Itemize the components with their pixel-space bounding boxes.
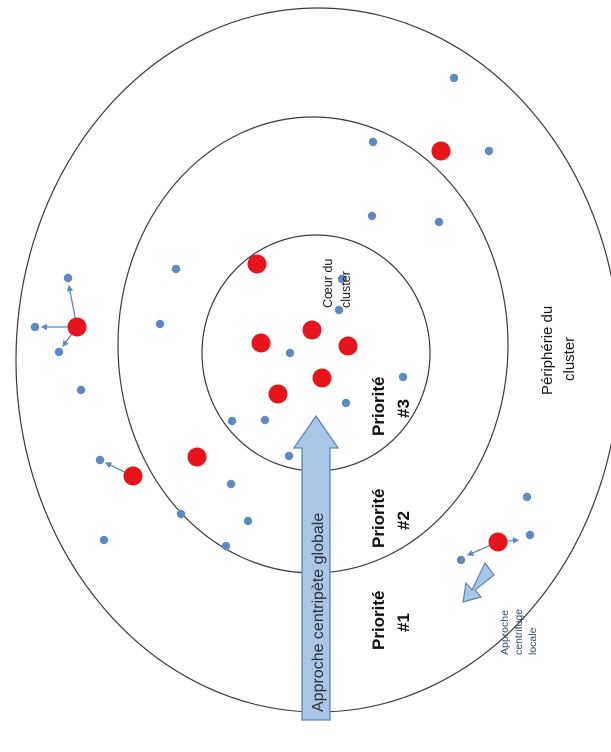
blue-node bbox=[334, 305, 344, 315]
blue-node bbox=[434, 217, 444, 227]
red-node bbox=[338, 336, 358, 356]
blue-node bbox=[155, 319, 165, 329]
red-node bbox=[251, 333, 271, 353]
centrifugal-label-line1: Approche bbox=[499, 610, 511, 655]
priority-3-line1: Priorité bbox=[369, 376, 388, 436]
red-node bbox=[302, 320, 322, 340]
blue-node bbox=[76, 385, 86, 395]
blue-node bbox=[522, 492, 532, 502]
red-node bbox=[67, 317, 87, 337]
centripetal-arrow-label: Approche centripète globale bbox=[310, 513, 327, 712]
blue-node bbox=[368, 137, 378, 147]
blue-node bbox=[284, 451, 294, 461]
periphery-label: Périphérie du cluster bbox=[539, 306, 578, 395]
blue-node bbox=[176, 509, 186, 519]
red-node bbox=[488, 532, 508, 552]
blue-node bbox=[449, 73, 459, 83]
priority-1-label: Priorité #1 bbox=[369, 590, 413, 650]
priority-3-line2: #3 bbox=[394, 399, 413, 418]
red-node bbox=[268, 384, 288, 404]
blue-node bbox=[243, 516, 253, 526]
periphery-label-line2: cluster bbox=[561, 337, 578, 381]
priority-2-line1: Priorité bbox=[369, 488, 388, 548]
blue-node bbox=[525, 530, 535, 540]
priority-3-label: Priorité #3 bbox=[369, 376, 413, 436]
blue-node bbox=[226, 479, 236, 489]
blue-node bbox=[260, 415, 270, 425]
red-nodes bbox=[67, 141, 508, 552]
periphery-label-line1: Périphérie du bbox=[539, 306, 556, 395]
priority-2-label: Priorité #2 bbox=[369, 488, 413, 548]
centrifugal-label-line3: locale bbox=[527, 627, 539, 655]
centrifugal-label-line2: centrifuge bbox=[513, 609, 525, 655]
blue-node bbox=[398, 372, 408, 382]
centrifugal-arrow bbox=[462, 561, 495, 603]
blue-node bbox=[171, 264, 181, 274]
red-node bbox=[312, 368, 332, 388]
blue-node bbox=[285, 348, 295, 358]
satellite-vectors bbox=[30, 273, 520, 565]
priority-1-line1: Priorité bbox=[369, 590, 388, 650]
priority-2-line2: #2 bbox=[394, 511, 413, 530]
centrifugal-label: Approche centrifuge locale bbox=[499, 609, 539, 655]
blue-node bbox=[341, 398, 351, 408]
blue-node bbox=[221, 541, 231, 551]
blue-node bbox=[367, 211, 377, 221]
red-node bbox=[247, 254, 267, 274]
blue-nodes bbox=[76, 73, 535, 551]
red-node bbox=[187, 447, 207, 467]
blue-node bbox=[99, 535, 109, 545]
blue-node bbox=[227, 416, 237, 426]
blue-node bbox=[484, 146, 494, 156]
blue-node bbox=[337, 274, 347, 284]
core-label: Cœur du cluster bbox=[321, 259, 353, 308]
core-label-line2: cluster bbox=[339, 271, 353, 308]
core-label-line1: Cœur du bbox=[321, 259, 335, 308]
centripetal-arrow: Approche centripète globale bbox=[292, 414, 340, 721]
red-node bbox=[123, 466, 143, 486]
priority-1-line2: #1 bbox=[394, 613, 413, 632]
red-node bbox=[431, 141, 451, 161]
